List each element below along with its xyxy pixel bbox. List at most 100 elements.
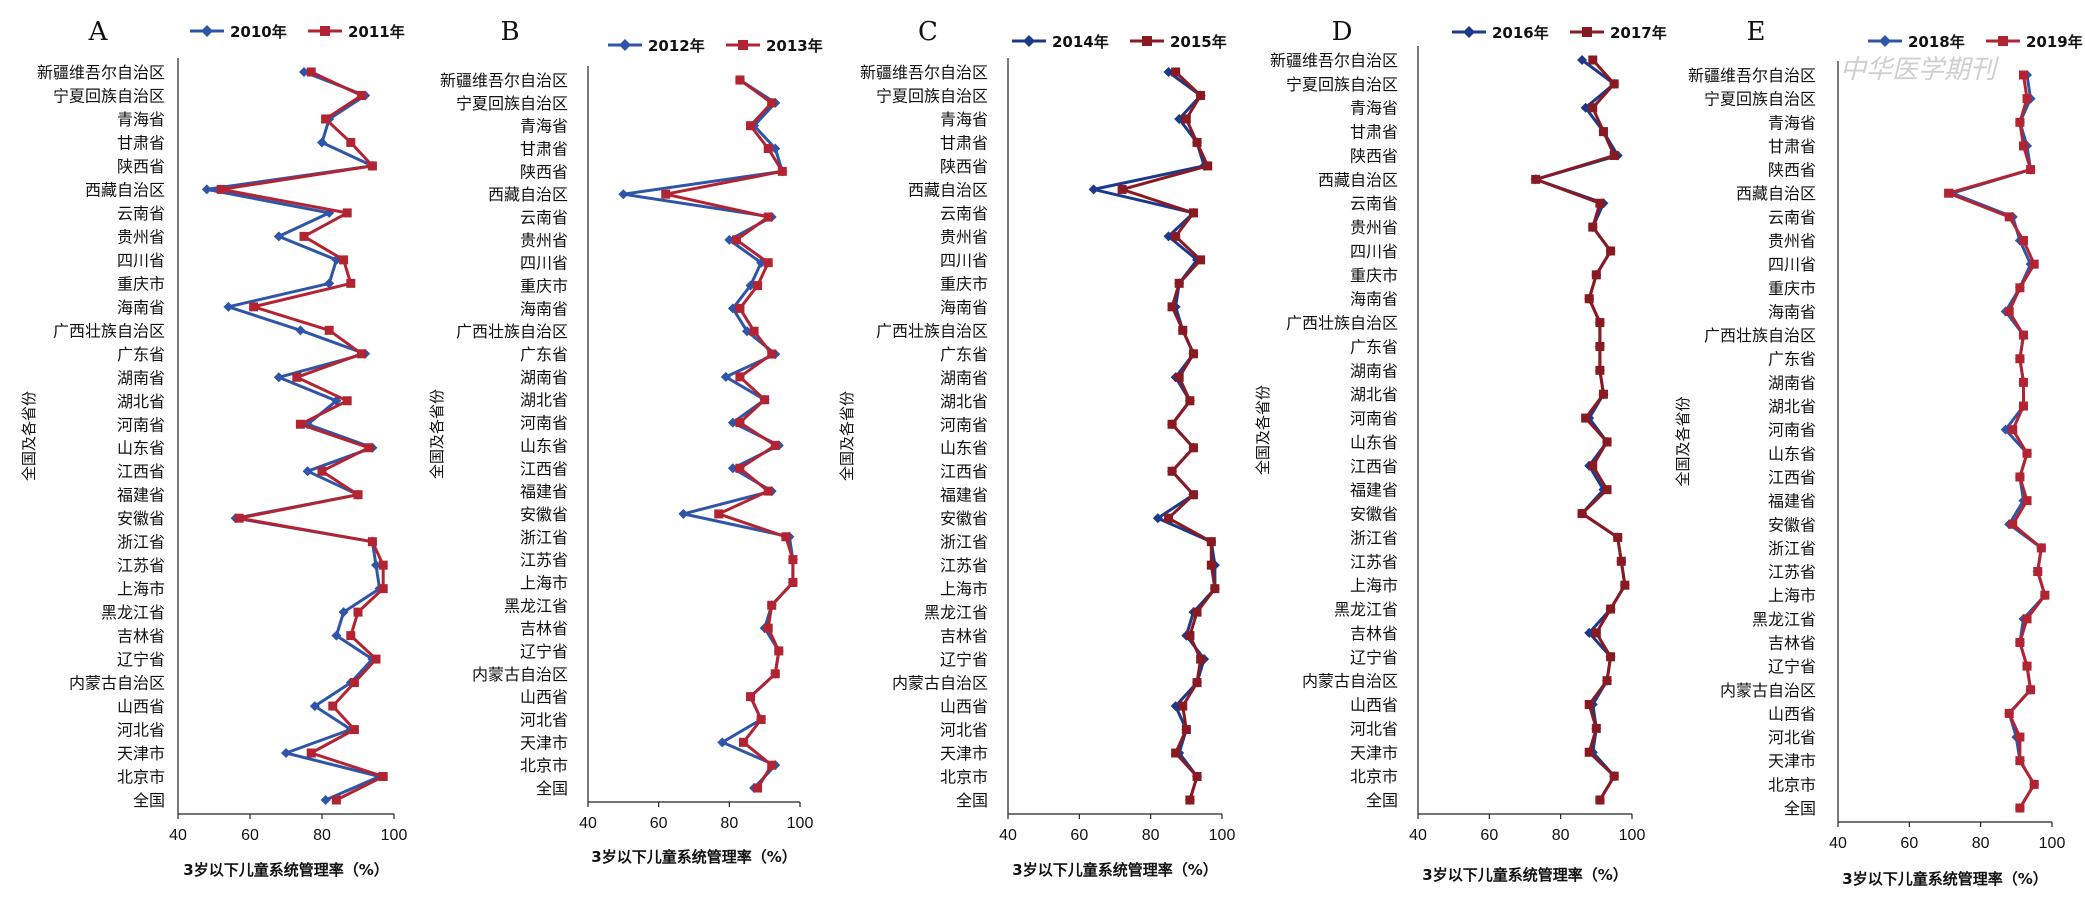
category-label: 河北省	[1350, 719, 1398, 738]
category-label: 福建省	[117, 486, 165, 505]
category-label: 广西壮族自治区	[53, 321, 165, 340]
category-label: 全国	[536, 779, 568, 798]
category-label: 广西壮族自治区	[876, 321, 988, 340]
data-point	[1602, 676, 1612, 686]
legend-label: 2019年	[2026, 33, 2083, 51]
data-point	[309, 701, 320, 712]
data-point	[2015, 732, 2025, 742]
category-label: 海南省	[1768, 302, 1816, 321]
legend-marker	[738, 40, 748, 50]
category-label: 河南省	[1350, 409, 1398, 428]
legend-label: 2014年	[1052, 33, 1109, 51]
data-point	[302, 466, 313, 477]
category-label: 海南省	[1350, 290, 1398, 309]
legend-label: 2016年	[1492, 24, 1549, 42]
data-point	[1591, 628, 1601, 638]
category-label: 湖南省	[520, 368, 568, 387]
category-label: 陕西省	[1350, 146, 1398, 165]
data-point	[320, 795, 331, 805]
category-label: 重庆市	[117, 274, 165, 293]
category-label: 吉林省	[1768, 633, 1816, 652]
category-label: 新疆维吾尔自治区	[1688, 66, 1816, 85]
data-point	[2015, 803, 2025, 813]
data-point	[1167, 466, 1177, 476]
data-point	[1584, 627, 1595, 638]
data-point	[767, 349, 777, 359]
category-label: 辽宁省	[940, 650, 988, 669]
category-label: 辽宁省	[117, 650, 165, 669]
legend-marker	[1023, 35, 1035, 47]
category-label: 江西省	[1768, 468, 1816, 487]
category-label: 山东省	[1768, 444, 1816, 463]
category-label: 上海市	[520, 573, 568, 592]
category-label: 福建省	[520, 482, 568, 501]
data-point	[346, 631, 356, 641]
data-point	[717, 737, 728, 748]
data-point	[2036, 543, 2046, 553]
data-point	[371, 654, 381, 664]
data-point	[788, 577, 798, 587]
data-point	[273, 372, 284, 383]
data-point	[2022, 661, 2032, 671]
watermark-text: 中华医学期刊	[1840, 55, 2000, 85]
data-point	[1591, 270, 1601, 280]
category-label: 全国	[1366, 791, 1398, 810]
x-tick-label: 80	[1142, 827, 1160, 844]
x-axis-title: 3岁以下儿童系统管理率（%）	[1422, 866, 1627, 884]
x-tick-label: 80	[313, 827, 331, 844]
x-tick-label: 80	[1972, 835, 1990, 852]
x-axis-title: 3岁以下儿童系统管理率（%）	[1012, 861, 1217, 879]
data-point	[770, 143, 781, 154]
data-point	[306, 67, 316, 77]
category-label: 江西省	[117, 462, 165, 481]
category-label: 安徽省	[1768, 515, 1816, 534]
category-label: 安徽省	[117, 509, 165, 528]
data-point	[357, 90, 367, 100]
category-label: 河南省	[940, 415, 988, 434]
data-point	[1577, 55, 1588, 65]
category-label: 浙江省	[117, 533, 165, 552]
data-point	[2004, 306, 2014, 316]
category-label: 重庆市	[1350, 266, 1398, 285]
category-label: 海南省	[117, 298, 165, 317]
category-label: 安徽省	[1350, 505, 1398, 524]
data-point	[306, 748, 316, 758]
y-axis-title: 全国及各省份	[838, 391, 856, 481]
data-point	[746, 692, 756, 702]
data-point	[299, 231, 309, 241]
data-point	[1167, 419, 1177, 429]
category-label: 青海省	[520, 117, 568, 136]
data-point	[1595, 198, 1605, 208]
category-label: 甘肃省	[520, 140, 568, 159]
legend-label: 2010年	[230, 23, 287, 41]
category-label: 江西省	[520, 459, 568, 478]
data-point	[1609, 771, 1619, 781]
x-axis-title: 3岁以下儿童系统管理率（%）	[1842, 870, 2047, 888]
y-axis-title: 全国及各省份	[1254, 385, 1272, 475]
data-point	[727, 463, 738, 474]
data-point	[1606, 246, 1616, 256]
data-point	[1595, 795, 1605, 805]
series-markers-2011年	[216, 67, 388, 805]
category-label: 天津市	[520, 733, 568, 752]
data-point	[2018, 330, 2028, 340]
data-point	[735, 75, 745, 85]
data-point	[735, 372, 745, 382]
category-label: 内蒙古自治区	[472, 665, 568, 684]
data-point	[731, 235, 741, 245]
data-point	[1174, 372, 1184, 382]
data-point	[349, 725, 359, 735]
category-label: 福建省	[940, 486, 988, 505]
category-label: 上海市	[940, 580, 988, 599]
data-point	[2022, 448, 2032, 458]
legend-marker	[1582, 27, 1592, 37]
category-label: 甘肃省	[1768, 137, 1816, 156]
data-point	[378, 560, 388, 570]
data-point	[1598, 127, 1608, 137]
data-point	[2000, 424, 2011, 435]
data-point	[2018, 70, 2028, 80]
panel-letter: E	[1747, 17, 1766, 47]
legend-label: 2017年	[1610, 24, 1667, 42]
category-label: 吉林省	[940, 627, 988, 646]
category-label: 山东省	[940, 439, 988, 458]
